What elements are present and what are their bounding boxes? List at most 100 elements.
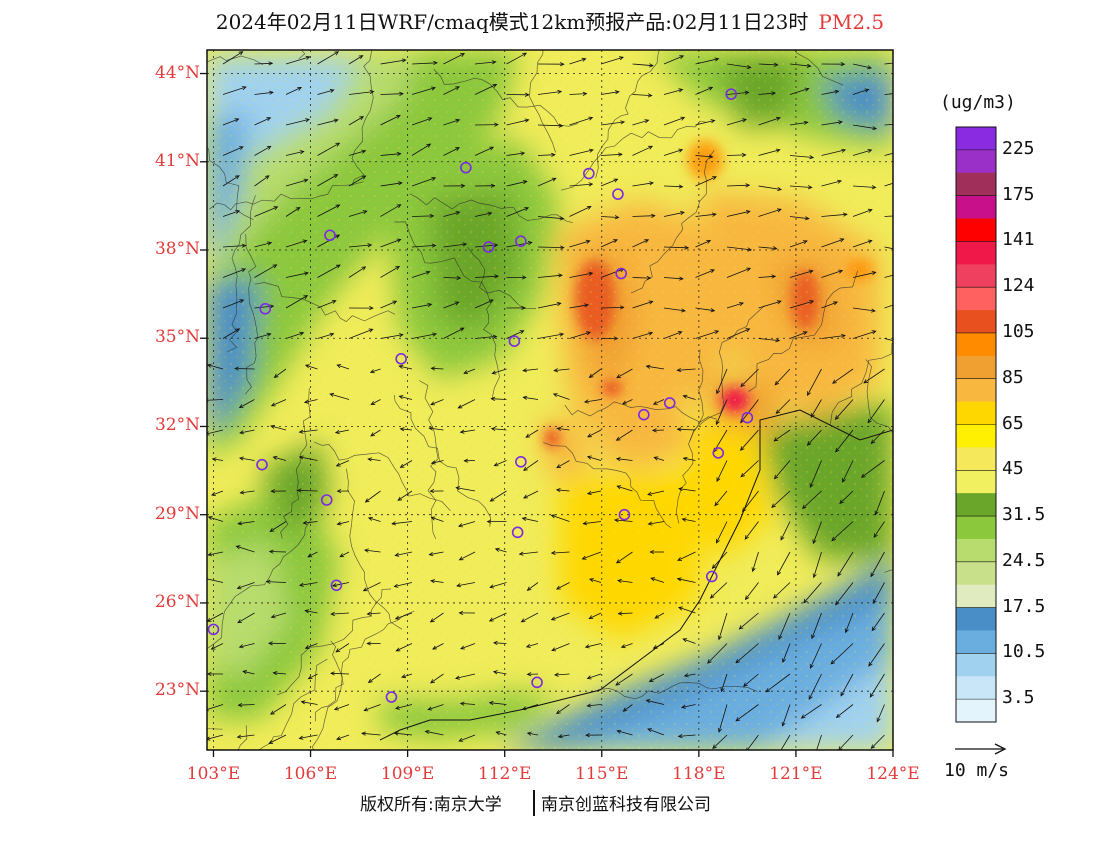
wind-arrow-head bbox=[684, 245, 690, 250]
wind-arrow bbox=[254, 91, 274, 95]
wind-arrow bbox=[569, 272, 593, 278]
wind-arrow-head bbox=[305, 55, 311, 60]
wind-arrow-head bbox=[841, 148, 847, 153]
wind-arrow bbox=[523, 460, 539, 471]
wind-arrow-head bbox=[676, 427, 682, 432]
wind-arrow bbox=[589, 578, 602, 583]
wind-arrow-head bbox=[588, 615, 594, 619]
wind-arrow bbox=[222, 86, 247, 95]
wind-arrow bbox=[726, 328, 750, 339]
wind-arrow-head bbox=[905, 342, 909, 345]
wind-arrow-head bbox=[299, 150, 305, 155]
wind-arrow bbox=[616, 429, 633, 441]
wind-arrow bbox=[585, 643, 602, 648]
wind-arrow bbox=[380, 204, 401, 217]
wind-arrow bbox=[884, 338, 893, 341]
wind-arrow-head bbox=[236, 585, 242, 590]
colorbar-swatch bbox=[956, 493, 996, 517]
wind-arrow bbox=[368, 458, 381, 461]
wind-arrow-head bbox=[425, 270, 431, 275]
colorbar-swatch bbox=[956, 355, 996, 380]
wind-arrow bbox=[663, 307, 686, 312]
wind-arrow bbox=[399, 365, 413, 370]
wind-arrow bbox=[271, 612, 287, 618]
wind-arrow-head bbox=[298, 455, 304, 460]
wind-arrow-head bbox=[618, 152, 623, 157]
wind-arrow-head bbox=[211, 457, 217, 462]
wind-arrow-head bbox=[361, 266, 367, 271]
wind-arrow-head bbox=[584, 303, 590, 308]
colorbar-label: 3.5 bbox=[1002, 687, 1035, 709]
wind-arrow bbox=[254, 175, 270, 187]
wind-arrow-head bbox=[555, 488, 561, 493]
wind-arrow-head bbox=[395, 647, 401, 652]
wind-arrow-head bbox=[720, 687, 725, 693]
colorbar-label: 225 bbox=[1002, 137, 1035, 159]
wind-arrow-head bbox=[834, 415, 840, 420]
wind-arrow-head bbox=[455, 211, 461, 216]
wind-arrow bbox=[646, 365, 665, 370]
wind-arrow bbox=[443, 211, 460, 217]
wind-arrow bbox=[556, 460, 570, 469]
city-marker bbox=[583, 167, 595, 180]
wind-arrow bbox=[222, 268, 246, 278]
wind-arrow-head bbox=[871, 185, 877, 190]
wind-arrow bbox=[632, 182, 654, 187]
wind-arrow-head bbox=[398, 333, 404, 338]
wind-arrow-head bbox=[842, 212, 848, 217]
wind-arrow bbox=[207, 704, 224, 711]
wind-arrow-head bbox=[838, 120, 843, 125]
wind-arrow-head bbox=[771, 503, 776, 509]
wind-arrow-head bbox=[616, 374, 622, 379]
wind-arrow bbox=[429, 427, 444, 431]
wind-arrow-head bbox=[680, 704, 686, 709]
wind-arrow-head bbox=[269, 90, 274, 95]
wind-arrow bbox=[789, 155, 814, 158]
wind-arrow-head bbox=[581, 57, 587, 62]
wind-arrow bbox=[556, 489, 570, 492]
boundary-line bbox=[433, 69, 579, 127]
wind-arrow bbox=[845, 612, 854, 633]
city-marker bbox=[385, 691, 398, 703]
wind-arrow bbox=[401, 673, 413, 678]
boundary-line bbox=[467, 246, 500, 399]
wind-arrow-head bbox=[716, 477, 721, 483]
wind-arrow bbox=[589, 612, 602, 619]
boundary-line bbox=[227, 195, 256, 353]
wind-arrow bbox=[810, 399, 822, 418]
wind-arrow-head bbox=[745, 210, 751, 215]
wind-arrow-head bbox=[864, 88, 870, 93]
wind-arrow-head bbox=[744, 595, 750, 601]
boundary-line bbox=[595, 50, 660, 179]
wind-arrow bbox=[821, 270, 843, 278]
wind-arrow bbox=[431, 460, 444, 464]
wind-arrow-head bbox=[588, 373, 594, 379]
wind-arrow bbox=[308, 673, 318, 680]
wind-arrow bbox=[523, 368, 539, 372]
wind-arrow bbox=[207, 612, 224, 622]
wind-arrow-head bbox=[771, 91, 777, 96]
wind-arrow-head bbox=[809, 663, 814, 669]
wind-arrow bbox=[490, 490, 507, 502]
wind-arrow bbox=[776, 399, 791, 414]
wind-arrow-head bbox=[266, 145, 272, 150]
lon-label: 109°E bbox=[380, 764, 435, 784]
wind-arrow-head bbox=[458, 523, 463, 528]
wind-arrow-head bbox=[806, 63, 812, 68]
wind-arrow-head bbox=[746, 64, 752, 70]
wind-arrow-head bbox=[710, 269, 715, 274]
wind-arrow-head bbox=[207, 552, 213, 557]
wind-arrow-head bbox=[519, 330, 525, 335]
concentration-field bbox=[207, 50, 909, 750]
wind-arrow bbox=[285, 295, 308, 309]
wind-arrow bbox=[835, 429, 854, 453]
wind-arrow-head bbox=[780, 535, 785, 541]
wind-arrow bbox=[317, 142, 340, 156]
wind-arrow-head bbox=[648, 331, 654, 336]
wind-arrow-head bbox=[654, 614, 660, 619]
wind-arrow bbox=[317, 174, 338, 187]
wind-arrow bbox=[491, 428, 507, 431]
wind-arrow-head bbox=[589, 578, 594, 583]
wind-arrow-head bbox=[363, 548, 369, 553]
wind-arrow-head bbox=[707, 659, 712, 664]
